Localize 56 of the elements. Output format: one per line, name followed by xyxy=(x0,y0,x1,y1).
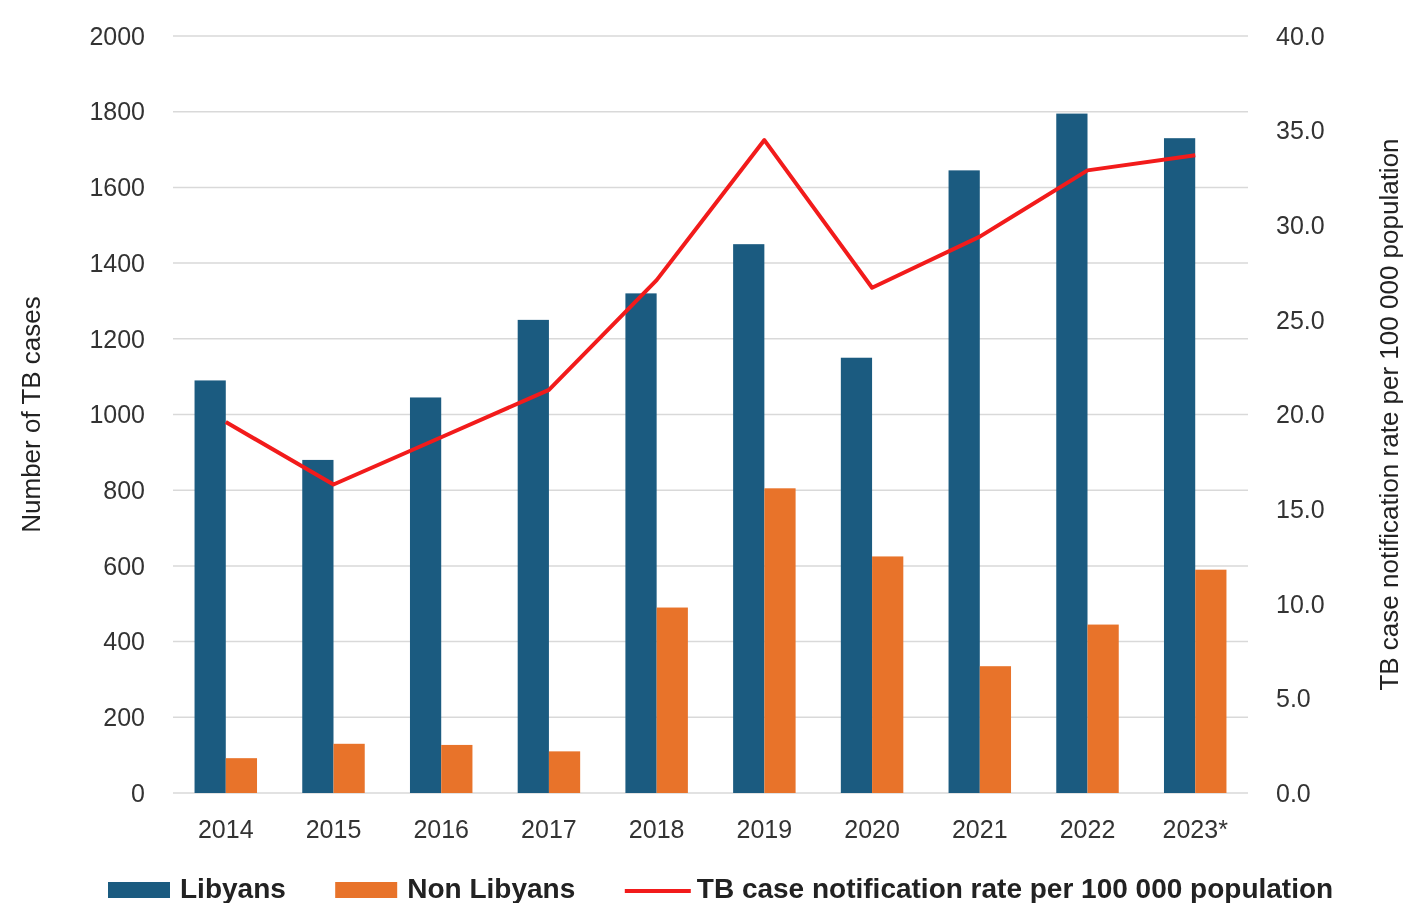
x-tick-label: 2023* xyxy=(1162,815,1229,843)
y-tick-label: 1000 xyxy=(89,400,145,429)
y2-tick-label: 40.0 xyxy=(1276,21,1325,50)
bar xyxy=(333,743,365,793)
y2-tick-label: 5.0 xyxy=(1276,684,1311,713)
bar xyxy=(1087,624,1119,793)
y-tick-label: 1600 xyxy=(89,173,145,202)
bar xyxy=(194,380,226,793)
legend-label: Libyans xyxy=(180,873,286,904)
bar xyxy=(733,244,765,793)
legend-label: TB case notification rate per 100 000 population xyxy=(696,873,1334,904)
bar xyxy=(302,459,334,793)
x-tick-label: 2014 xyxy=(197,815,254,843)
y-tick-label: 0 xyxy=(131,778,145,807)
legend-label: Non Libyans xyxy=(407,873,576,904)
y2-tick-label: 10.0 xyxy=(1276,589,1325,618)
x-tick-label: 2022 xyxy=(1059,815,1116,843)
x-tick-label: 2021 xyxy=(951,815,1008,843)
y2-tick-label: 35.0 xyxy=(1276,116,1325,145)
y-tick-label: 400 xyxy=(103,627,145,656)
bar xyxy=(979,666,1012,793)
y2-axis-title: TB case notification rate per 100 000 population xyxy=(1374,138,1404,691)
line-series xyxy=(223,138,1198,487)
y-tick-label: 600 xyxy=(103,551,145,580)
bar xyxy=(840,357,873,793)
bar xyxy=(517,319,549,793)
x-tick-label: 2019 xyxy=(736,815,793,843)
y2-tick-label: 15.0 xyxy=(1276,494,1325,523)
bar xyxy=(1056,113,1088,793)
y2-tick-label: 25.0 xyxy=(1276,305,1325,334)
y-tick-label: 1400 xyxy=(89,248,145,277)
x-tick-label: 2020 xyxy=(844,815,900,843)
x-tick-label: 2018 xyxy=(628,815,685,843)
y-tick-label: 200 xyxy=(103,703,145,732)
y-tick-label: 2000 xyxy=(89,21,145,50)
bar xyxy=(625,293,657,793)
bar xyxy=(225,758,258,793)
y-tick-label: 1200 xyxy=(89,324,145,353)
bar xyxy=(1195,569,1227,793)
y-tick-label: 1800 xyxy=(89,97,145,126)
bar xyxy=(948,170,980,793)
bar xyxy=(548,751,581,793)
bar xyxy=(441,744,473,793)
x-tick-label: 2017 xyxy=(521,815,577,843)
y2-tick-label: 0.0 xyxy=(1276,778,1311,807)
y2-tick-label: 30.0 xyxy=(1276,211,1325,239)
x-tick-label: 2015 xyxy=(305,815,362,843)
y2-tick-label: 20.0 xyxy=(1276,400,1325,429)
bar xyxy=(1163,138,1196,793)
bar xyxy=(764,488,796,793)
x-tick-label: 2016 xyxy=(413,815,470,843)
bar xyxy=(409,397,442,793)
y-tick-label: 800 xyxy=(103,475,145,504)
y-axis-title: Number of TB cases xyxy=(16,296,46,533)
bar xyxy=(872,556,904,793)
bar xyxy=(656,607,688,793)
